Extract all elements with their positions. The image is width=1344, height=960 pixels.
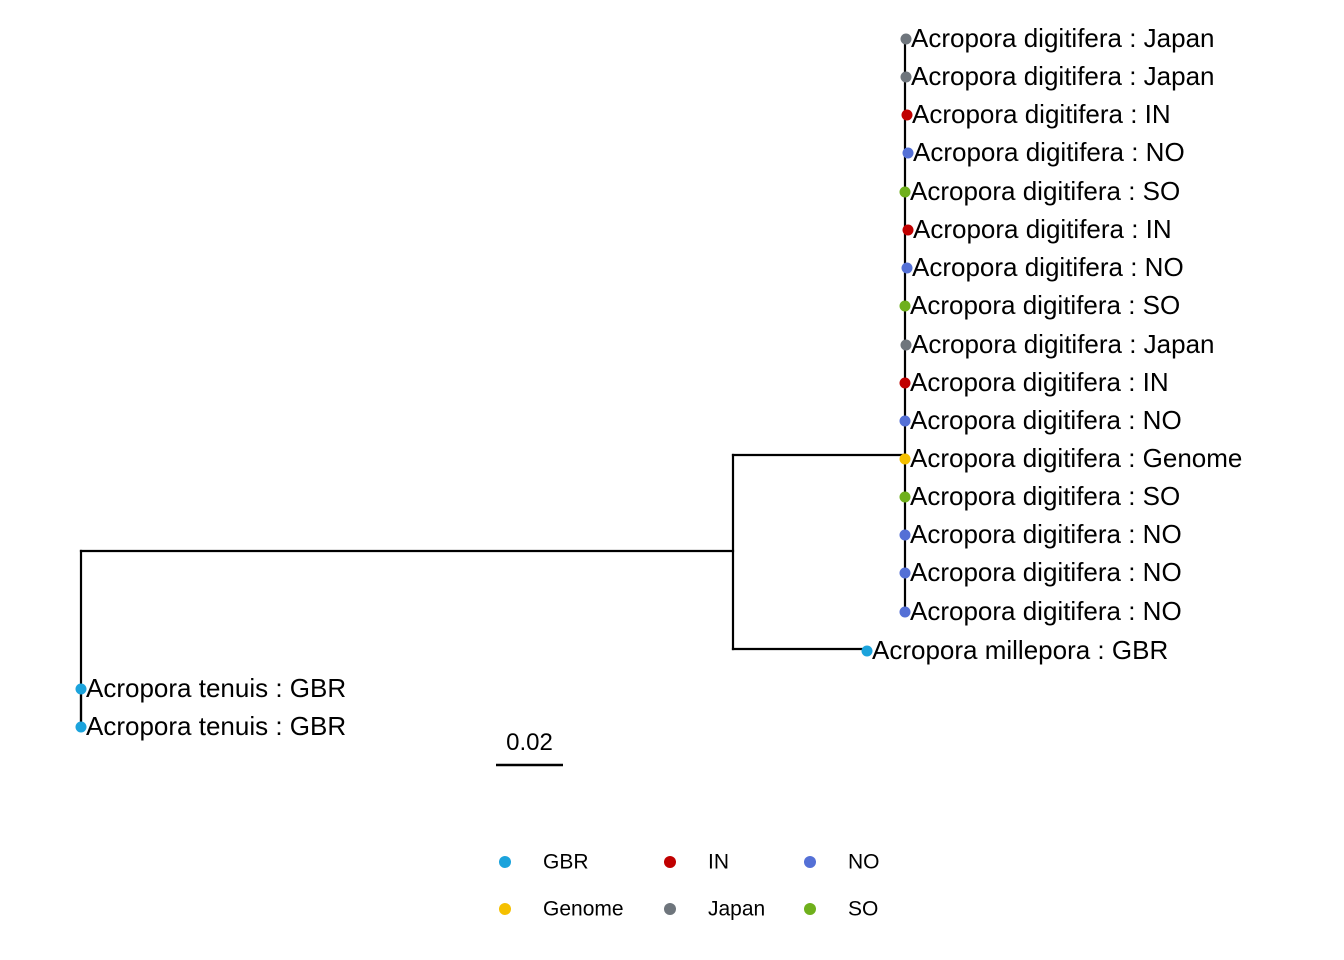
legend-label: Japan	[708, 898, 765, 921]
tip-label: Acropora digitifera : NO	[910, 405, 1182, 435]
tip-label: Acropora digitifera : Genome	[910, 443, 1242, 473]
tip-label: Acropora millepora : GBR	[872, 635, 1168, 665]
tip-point	[902, 224, 914, 236]
legend-label: Genome	[543, 898, 624, 921]
tip-point	[861, 645, 873, 657]
legend-label: IN	[708, 851, 729, 874]
tip-point	[75, 721, 87, 733]
tip-label: Acropora digitifera : IN	[910, 367, 1169, 397]
scale-bar-label: 0.02	[506, 729, 553, 756]
tip-label: Acropora digitifera : Japan	[911, 61, 1215, 91]
tip-label: Acropora digitifera : NO	[910, 557, 1182, 587]
tip-point	[900, 33, 912, 45]
tip-point	[900, 339, 912, 351]
tip-label: Acropora digitifera : NO	[912, 252, 1184, 282]
legend-swatch	[664, 856, 676, 868]
legend-swatch	[804, 856, 816, 868]
tip-point	[899, 606, 911, 618]
legend-swatch	[804, 903, 816, 915]
tip-label: Acropora tenuis : GBR	[86, 711, 346, 741]
tip-point	[899, 453, 911, 465]
tip-point	[900, 71, 912, 83]
tip-point	[899, 567, 911, 579]
tree-tips: Acropora digitifera : Japan Acropora digi…	[75, 23, 1242, 741]
tip-label: Acropora digitifera : Japan	[911, 329, 1215, 359]
tip-label: Acropora tenuis : GBR	[86, 673, 346, 703]
legend-label: NO	[848, 851, 880, 874]
tip-label: Acropora digitifera : SO	[910, 176, 1180, 206]
legend-swatch	[664, 903, 676, 915]
tip-point	[75, 683, 87, 695]
tip-point	[899, 300, 911, 312]
legend-swatch	[499, 903, 511, 915]
legend-label: GBR	[543, 851, 589, 874]
tip-label: Acropora digitifera : IN	[913, 214, 1172, 244]
tip-label: Acropora digitifera : SO	[910, 481, 1180, 511]
tip-label: Acropora digitifera : SO	[910, 290, 1180, 320]
tip-point	[899, 186, 911, 198]
tip-point	[899, 377, 911, 389]
tip-label: Acropora digitifera : NO	[913, 137, 1185, 167]
tree-branches	[79, 37, 907, 729]
tip-point	[899, 529, 911, 541]
tip-point	[899, 491, 911, 503]
scale-bar: 0.02	[496, 729, 563, 767]
tip-label: Acropora digitifera : Japan	[911, 23, 1215, 53]
tip-point	[902, 147, 914, 159]
tip-label: Acropora digitifera : NO	[910, 519, 1182, 549]
legend-swatch	[499, 856, 511, 868]
tip-point	[901, 109, 913, 121]
tip-point	[901, 262, 913, 274]
tip-label: Acropora digitifera : NO	[910, 596, 1182, 626]
legend-label: SO	[848, 898, 878, 921]
tip-point	[899, 415, 911, 427]
legend: GBR IN NO Genome Japan SO	[499, 851, 880, 921]
tip-label: Acropora digitifera : IN	[912, 99, 1171, 129]
